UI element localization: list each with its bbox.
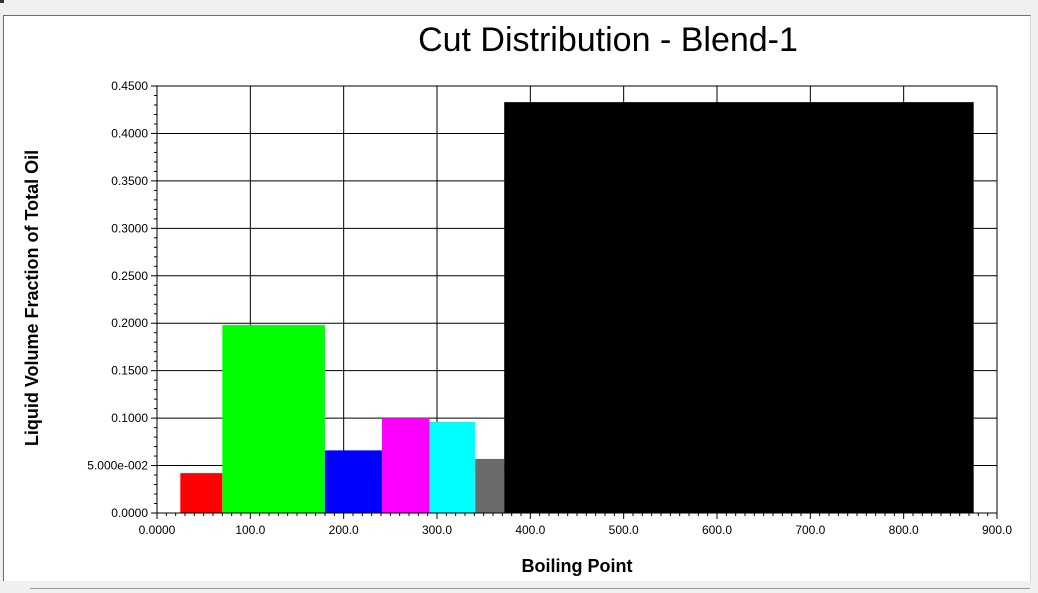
y-tick-label: 0.2500: [111, 269, 148, 283]
x-axis-label: Boiling Point: [522, 556, 633, 576]
y-tick-label: 0.0000: [111, 506, 148, 520]
x-tick-label: 900.0: [982, 523, 1012, 537]
bar-6: [504, 102, 974, 514]
y-tick-label: 0.3500: [111, 174, 148, 188]
corner-mark: [0, 0, 4, 3]
x-tick-labels: 0.0000 100.0 200.0 300.0 400.0 500.0 600.0 700.…: [139, 523, 1013, 537]
bar-5: [475, 458, 505, 513]
x-tick-label: 400.0: [515, 523, 545, 537]
y-axis-label: Liquid Volume Fraction of Total Oil: [22, 150, 42, 446]
x-tick-label: 800.0: [889, 523, 919, 537]
bar-0: [180, 473, 223, 513]
x-tick-label: 500.0: [609, 523, 639, 537]
y-tick-label: 0.4000: [111, 126, 148, 140]
bar-1: [222, 325, 325, 513]
y-tick-label: 5.000e-002: [87, 459, 148, 473]
bottom-border: [30, 588, 1030, 589]
y-tick-label: 0.2000: [111, 316, 148, 330]
y-tick-label: 0.3000: [111, 221, 148, 235]
bar-4: [429, 421, 476, 513]
axes: [151, 85, 998, 519]
x-tick-label: 600.0: [702, 523, 732, 537]
x-tick-label: 0.0000: [139, 523, 176, 537]
bar-2: [325, 450, 382, 513]
chart-title: Cut Distribution - Blend-1: [418, 21, 798, 59]
x-tick-label: 700.0: [795, 523, 825, 537]
x-tick-label: 100.0: [235, 523, 265, 537]
bar-3: [381, 418, 430, 513]
x-tick-label: 300.0: [422, 523, 452, 537]
y-tick-label: 0.1000: [111, 411, 148, 425]
y-tick-label: 0.1500: [111, 364, 148, 378]
bars: [180, 102, 974, 514]
x-tick-label: 200.0: [329, 523, 359, 537]
y-tick-label: 0.4500: [111, 79, 148, 93]
y-tick-labels: 0.0000 5.000e-002 0.1000 0.1500 0.2000 0.2500…: [87, 79, 148, 520]
